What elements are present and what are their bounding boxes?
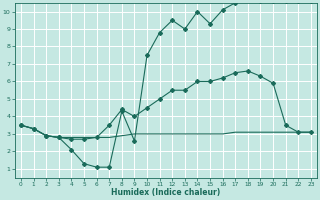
X-axis label: Humidex (Indice chaleur): Humidex (Indice chaleur): [111, 188, 220, 197]
